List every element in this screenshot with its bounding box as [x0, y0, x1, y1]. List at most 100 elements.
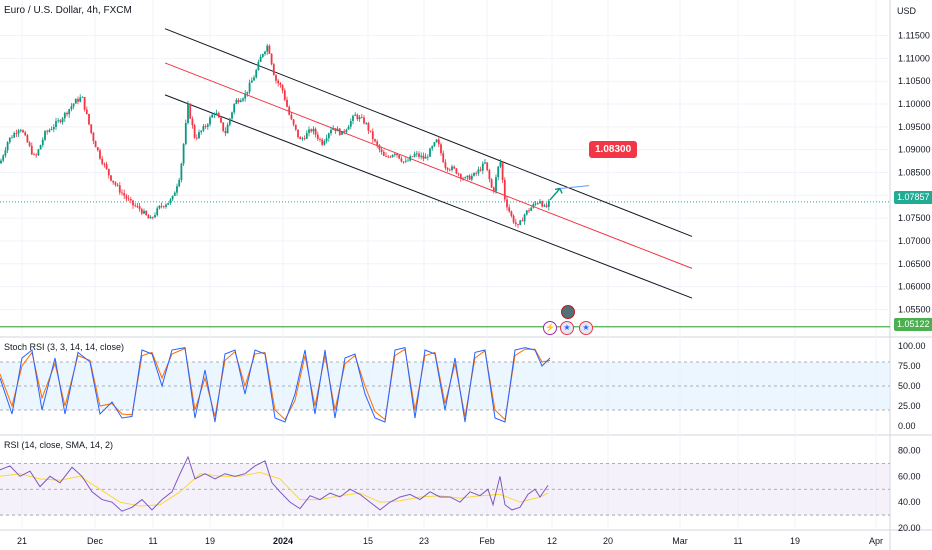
candle-body — [413, 153, 416, 157]
candle-body — [391, 155, 394, 158]
candle-body — [336, 128, 339, 132]
candle-body — [79, 97, 82, 102]
candle-body — [411, 156, 414, 158]
candle-body — [481, 163, 484, 171]
candle-body — [48, 129, 51, 132]
candle-body — [52, 126, 55, 130]
price-axis[interactable]: 1.11500 1.11000 1.10500 1.10000 1.09500 1.090… — [898, 31, 931, 533]
candle-body — [404, 160, 407, 162]
candle-body — [409, 156, 412, 161]
candle-body — [473, 172, 475, 176]
rsi-pane[interactable] — [0, 455, 890, 516]
candle-body — [506, 199, 508, 208]
candle-body — [321, 139, 324, 145]
rsi-line — [0, 455, 549, 512]
candle-body — [499, 162, 502, 167]
candle-body — [41, 139, 44, 146]
candle-body — [312, 128, 315, 132]
candle-body — [83, 96, 86, 110]
candle-body — [154, 215, 156, 218]
candle-body — [327, 133, 330, 139]
candle-body — [13, 133, 16, 138]
candle-body — [147, 215, 150, 219]
time-tick-label: Apr — [869, 536, 883, 546]
time-tick-label: 19 — [790, 536, 800, 546]
stoch-rsi-pane[interactable] — [0, 346, 890, 423]
candle-body — [156, 208, 159, 216]
candle-body — [367, 123, 370, 131]
candle-body — [209, 117, 211, 125]
candle-body — [255, 70, 258, 78]
candle-body — [539, 201, 541, 204]
candle-body — [178, 179, 181, 187]
candle-body — [237, 99, 240, 103]
candle-body — [264, 51, 266, 54]
candle-body — [88, 113, 90, 125]
globe-icon[interactable] — [561, 305, 575, 319]
price-tick-label: 1.06000 — [898, 282, 931, 292]
candle-body — [492, 187, 495, 192]
current-price-badge: 1.07857 — [894, 191, 932, 204]
candle-body — [363, 117, 365, 124]
candle-body — [442, 153, 445, 163]
candle-body — [180, 163, 183, 180]
support-price-badge: 1.05122 — [894, 318, 932, 331]
candle-body — [248, 82, 251, 92]
candle-body — [217, 113, 220, 118]
stoch-tick-label: 75.00 — [898, 361, 921, 371]
stoch-d-line — [0, 347, 551, 421]
candle-body — [453, 166, 456, 169]
candle-body — [429, 148, 431, 157]
candle-body — [193, 125, 196, 138]
time-tick-label: 15 — [363, 536, 373, 546]
candle-body — [451, 166, 453, 170]
candle-body — [191, 118, 194, 126]
stoch-tick-label: 50.00 — [898, 381, 921, 391]
price-pane[interactable] — [0, 28, 890, 328]
candle-body — [349, 120, 352, 127]
candle-body — [275, 75, 277, 81]
candle-body — [57, 120, 60, 122]
candle-body — [33, 154, 35, 156]
time-tick-label: 23 — [419, 536, 429, 546]
candle-body — [233, 103, 236, 113]
candle-body — [479, 169, 482, 171]
candle-body — [400, 158, 403, 162]
candle-body — [61, 118, 64, 123]
candle-body — [266, 45, 269, 52]
target-price-badge[interactable]: 1.08300 — [589, 141, 638, 158]
candle-body — [239, 100, 242, 103]
candle-body — [380, 149, 383, 153]
price-tick-label: 1.11000 — [898, 53, 930, 63]
candle-body — [127, 198, 130, 200]
candle-body — [490, 179, 493, 188]
time-axis[interactable]: 21 Dec 11 19 2024 15 23 Feb 12 20 Mar 11 19 Apr — [17, 536, 883, 546]
candle-body — [475, 172, 478, 174]
candle-body — [105, 164, 108, 169]
candle-body — [206, 124, 209, 127]
us-flag-icon[interactable]: ★ — [560, 321, 574, 335]
candle-body — [407, 160, 409, 162]
candle-body — [435, 139, 438, 143]
candle-body — [72, 103, 75, 107]
lightning-icon[interactable]: ⚡ — [543, 321, 557, 335]
candle-body — [396, 153, 398, 156]
time-tick-label: Dec — [87, 536, 104, 546]
candle-body — [259, 56, 262, 62]
candle-body — [292, 119, 295, 125]
candle-body — [360, 117, 363, 118]
candle-body — [433, 142, 436, 147]
candle-body — [112, 180, 115, 183]
candle-body — [422, 155, 425, 159]
price-tick-label: 1.10500 — [898, 76, 931, 86]
candle-body — [30, 145, 33, 155]
candle-body — [253, 77, 255, 81]
candle-body — [385, 155, 387, 157]
candle-body — [272, 64, 275, 76]
currency-unit: USD — [896, 6, 916, 16]
candle-body — [314, 128, 317, 135]
candle-body — [444, 162, 447, 168]
candle-body — [270, 53, 273, 65]
us-flag-icon[interactable]: ★ — [579, 321, 593, 335]
